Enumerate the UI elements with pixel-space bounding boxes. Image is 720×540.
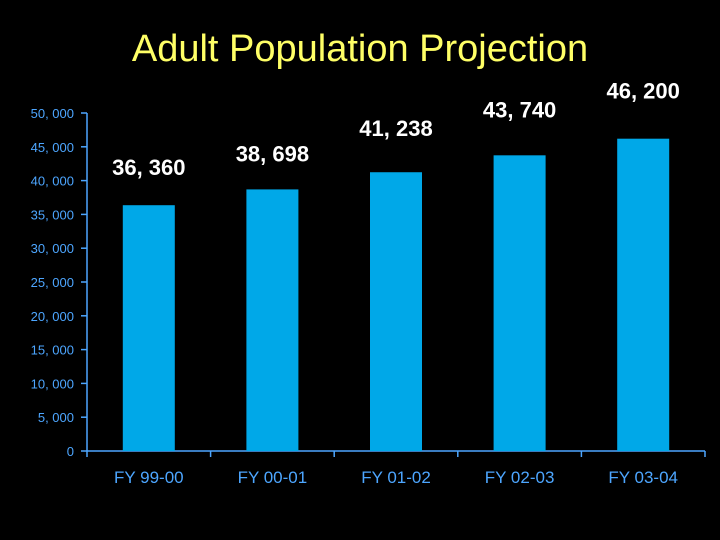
- bar: [493, 155, 546, 451]
- y-tick-label: 5, 000: [38, 410, 74, 425]
- y-tick-label: 50, 000: [31, 106, 74, 121]
- category-labels: FY 99-00 FY 00-01 FY 01-02 FY 02-03 FY 03-04: [114, 468, 678, 487]
- x-axis: [86, 450, 706, 457]
- bar: [370, 172, 422, 451]
- y-tick-label: 15, 000: [31, 343, 74, 358]
- bar: [617, 138, 670, 452]
- category-label: FY 99-00: [114, 468, 184, 487]
- data-label: 46, 200: [606, 79, 679, 104]
- data-label: 36, 360: [112, 155, 185, 180]
- bar: [122, 205, 175, 451]
- y-tick-label: 0: [67, 444, 74, 459]
- category-label: FY 02-03: [485, 468, 555, 487]
- data-label: 38, 698: [236, 141, 309, 166]
- y-tick-label: 10, 000: [31, 376, 74, 391]
- category-label: FY 00-01: [238, 468, 308, 487]
- data-label: 41, 238: [359, 116, 432, 141]
- y-tick-label: 20, 000: [31, 309, 74, 324]
- y-axis: 0 5, 000 10, 000 15, 000 20, 000 25, 000 30, 0…: [31, 106, 88, 459]
- data-labels: 36, 360 38, 698 41, 238 43, 740 46, 200: [112, 79, 680, 181]
- y-tick-label: 30, 000: [31, 241, 74, 256]
- y-tick-label: 40, 000: [31, 174, 74, 189]
- category-label: FY 03-04: [608, 468, 678, 487]
- y-tick-label: 45, 000: [31, 140, 74, 155]
- y-tick-label: 35, 000: [31, 207, 74, 222]
- chart-title: Adult Population Projection: [131, 28, 589, 70]
- y-tick-label: 25, 000: [31, 275, 74, 290]
- category-label: FY 01-02: [361, 468, 431, 487]
- bar: [246, 189, 299, 451]
- bars: [122, 138, 670, 452]
- data-label: 43, 740: [483, 97, 556, 122]
